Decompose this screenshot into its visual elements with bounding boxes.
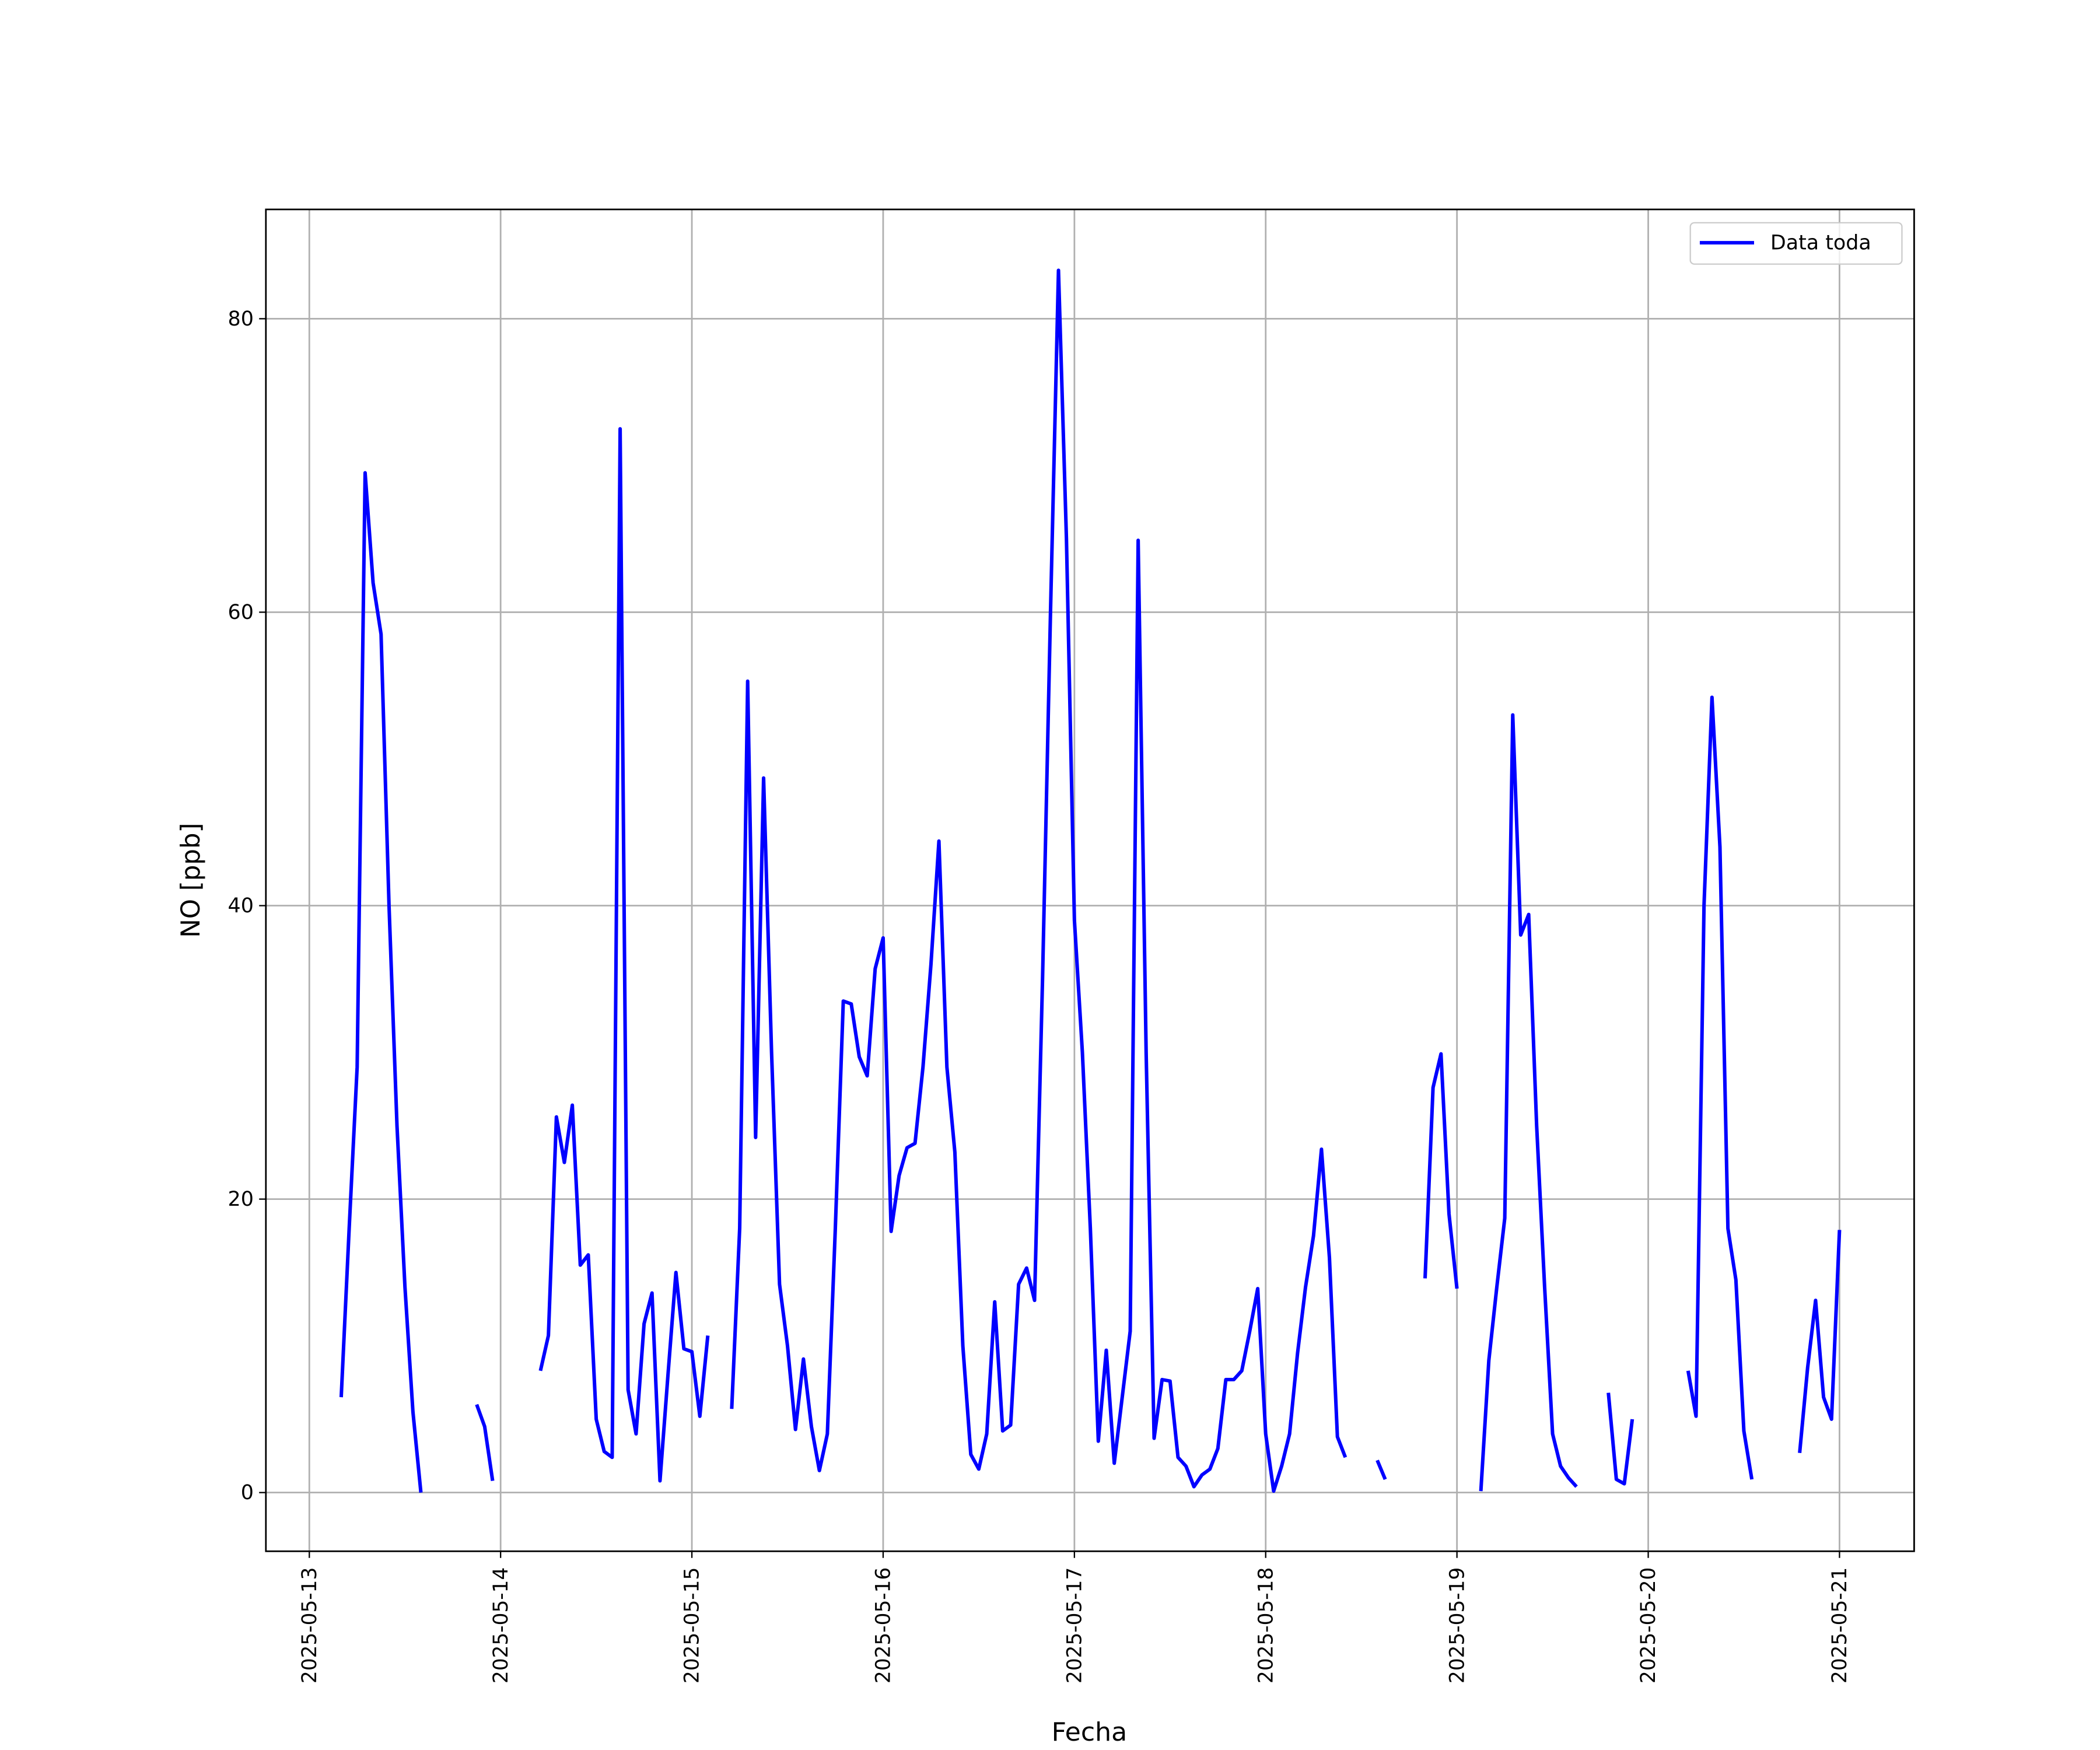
legend-label: Data toda — [1770, 232, 1871, 255]
x-tick-label: 2025-05-13 — [298, 1567, 321, 1684]
y-tick-label: 60 — [228, 601, 254, 624]
x-tick-label: 2025-05-14 — [489, 1567, 513, 1684]
y-tick-label: 40 — [228, 894, 254, 918]
legend-box — [1689, 222, 1903, 265]
legend: Data toda — [1689, 222, 1903, 265]
data-line — [339, 268, 1842, 1493]
y-axis-label: NO [ppb] — [176, 823, 206, 938]
x-tick-label: 2025-05-15 — [680, 1567, 704, 1684]
x-tick-label: 2025-05-17 — [1063, 1567, 1086, 1684]
y-tick-label: 20 — [228, 1188, 254, 1211]
x-tick-label: 2025-05-18 — [1254, 1567, 1278, 1684]
x-tick-label: 2025-05-19 — [1446, 1567, 1469, 1684]
y-tick-label: 0 — [241, 1481, 254, 1504]
y-tick-label: 80 — [228, 307, 254, 331]
plot-layer — [339, 268, 1842, 1493]
x-axis-label: Fecha — [1052, 1717, 1128, 1747]
x-tick-label: 2025-05-20 — [1637, 1567, 1660, 1684]
axes-frame — [265, 208, 1915, 1552]
x-tick-label: 2025-05-21 — [1828, 1567, 1852, 1684]
x-tick-label: 2025-05-16 — [872, 1567, 895, 1684]
